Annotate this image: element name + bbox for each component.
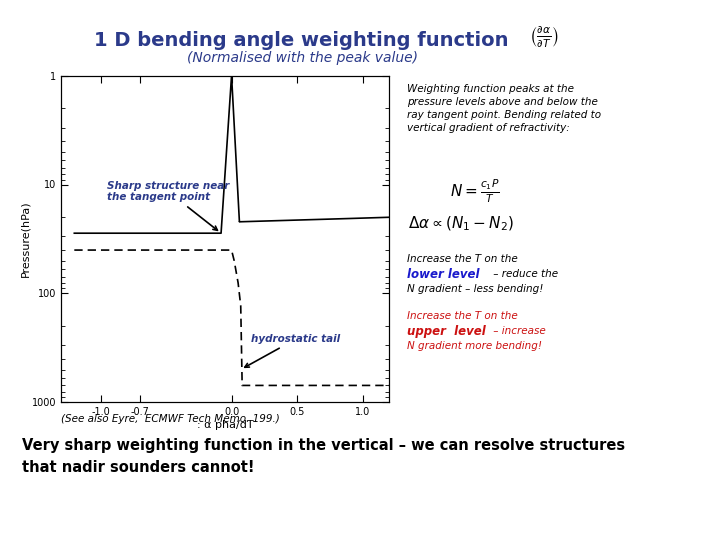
Text: Increase the T on the: Increase the T on the: [407, 311, 518, 321]
Text: (See also Eyre,  ECMWF Tech Memo. 199.): (See also Eyre, ECMWF Tech Memo. 199.): [61, 414, 280, 423]
Y-axis label: Pressure(hPa): Pressure(hPa): [20, 201, 30, 277]
Text: N gradient – less bending!: N gradient – less bending!: [407, 285, 543, 294]
Text: – reduce the: – reduce the: [490, 269, 558, 279]
Text: hydrostatic tail: hydrostatic tail: [245, 334, 341, 367]
Text: that nadir sounders cannot!: that nadir sounders cannot!: [22, 460, 254, 475]
Text: upper  level: upper level: [407, 325, 485, 338]
Text: Weighting function peaks at the
pressure levels above and below the
ray tangent : Weighting function peaks at the pressure…: [407, 84, 601, 133]
Text: Sharp structure near
the tangent point: Sharp structure near the tangent point: [107, 181, 230, 231]
Text: (Normalised with the peak value): (Normalised with the peak value): [187, 51, 418, 65]
Text: Increase the T on the: Increase the T on the: [407, 254, 518, 264]
Text: N gradient more bending!: N gradient more bending!: [407, 341, 541, 351]
Text: 1 D bending angle weighting function: 1 D bending angle weighting function: [94, 31, 508, 50]
Text: $\Delta\alpha \propto (N_1 - N_2)$: $\Delta\alpha \propto (N_1 - N_2)$: [408, 215, 514, 233]
Text: $\left(\frac{\partial\alpha}{\partial T}\right)$: $\left(\frac{\partial\alpha}{\partial T}…: [529, 24, 559, 49]
Text: Very sharp weighting function in the vertical – we can resolve structures: Very sharp weighting function in the ver…: [22, 438, 625, 453]
Text: – increase: – increase: [490, 326, 545, 336]
Text: $N = \frac{c_1 P}{T}$: $N = \frac{c_1 P}{T}$: [451, 178, 500, 205]
Text: lower level: lower level: [407, 268, 480, 281]
X-axis label: : α pha/dT: : α pha/dT: [197, 420, 253, 430]
